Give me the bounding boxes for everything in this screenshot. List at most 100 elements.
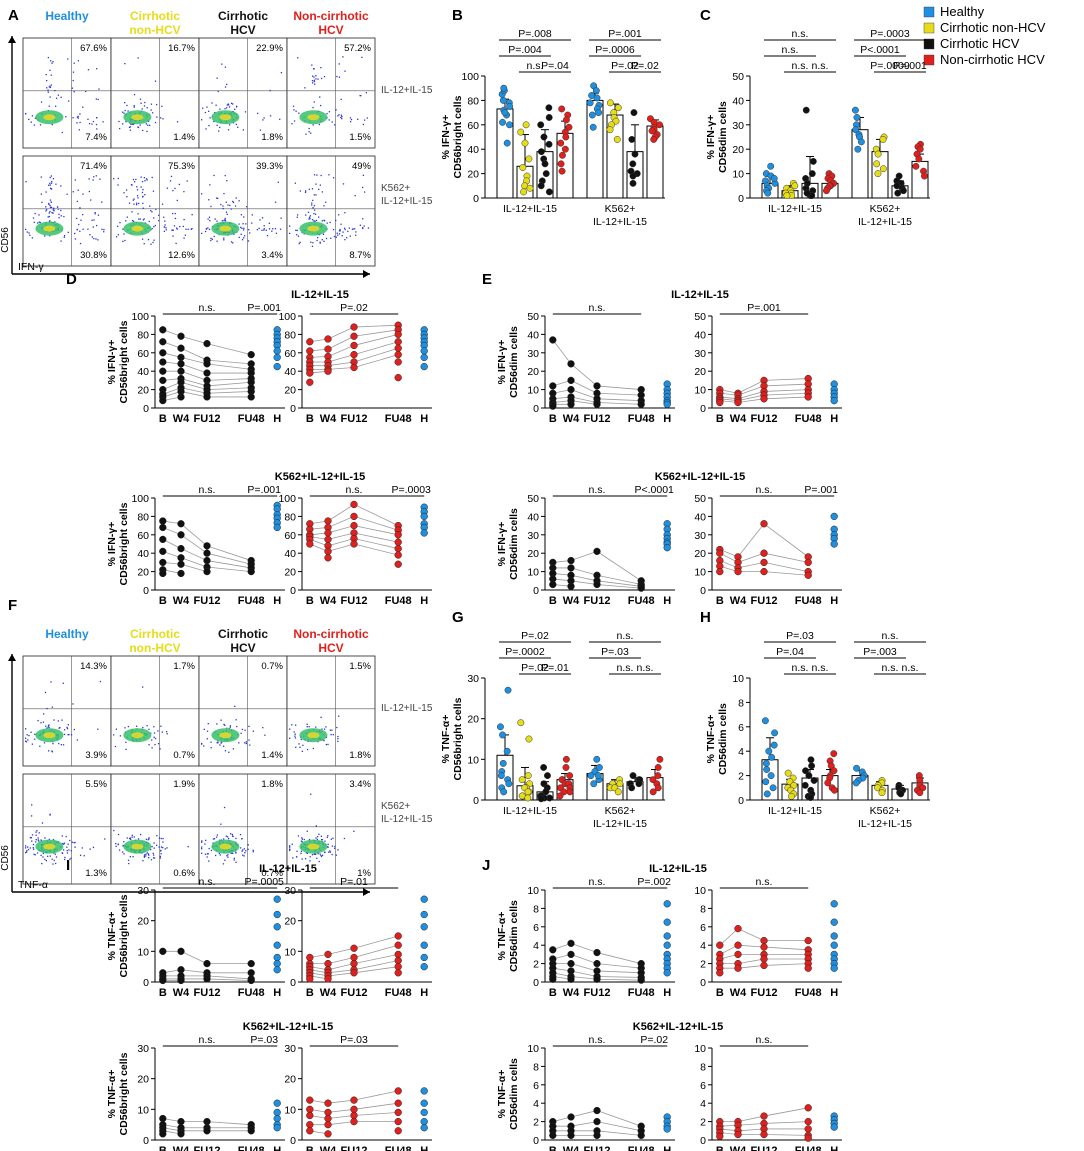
patient-line (180, 950, 208, 964)
event-dot (152, 241, 154, 244)
event-dot (48, 838, 50, 841)
event-dot (232, 748, 235, 750)
event-dot (123, 853, 125, 855)
y-tick-label: 0 (473, 193, 479, 205)
event-dot (338, 63, 340, 65)
event-dot (325, 201, 327, 203)
event-dot (190, 228, 192, 230)
event-dot (305, 852, 308, 854)
event-dot (66, 726, 68, 729)
y-axis-title: CD56dim cells (717, 703, 729, 775)
data-point (557, 139, 565, 147)
healthy-point (420, 895, 428, 903)
event-dot (223, 838, 225, 840)
patient-line (763, 946, 809, 951)
plot-frame (110, 773, 200, 885)
event-dot (150, 109, 152, 111)
row-title: IL-12+IL-15 (291, 289, 349, 301)
data-point (177, 353, 185, 362)
event-dot (212, 842, 214, 844)
event-dot (323, 739, 325, 742)
data-point (203, 556, 211, 565)
event-dot (233, 859, 235, 861)
event-dot (271, 230, 273, 232)
group-header: Cirrhotic (218, 9, 268, 23)
event-dot (62, 744, 65, 746)
patient-line (596, 963, 642, 969)
data-point (830, 750, 838, 758)
x-tick-label: H (273, 1145, 281, 1151)
event-dot (323, 220, 326, 222)
data-point (762, 778, 770, 786)
event-dot (159, 855, 162, 858)
event-dot (114, 745, 117, 748)
healthy-point (830, 1123, 838, 1131)
event-dot (151, 739, 153, 741)
event-dot (50, 60, 52, 62)
patient-line (180, 387, 208, 394)
event-dot (304, 191, 307, 193)
event-dot (232, 200, 234, 203)
group-header: HCV (318, 641, 343, 655)
event-dot (338, 230, 341, 232)
event-dot (351, 228, 354, 230)
event-dot (331, 729, 333, 731)
x-tick-label: H (420, 413, 428, 425)
row-label: IL-12+IL-15 (381, 85, 433, 96)
event-dot (206, 738, 208, 740)
event-dot (158, 837, 161, 839)
data-point (804, 393, 812, 401)
data-point (306, 1127, 314, 1135)
data-point (802, 767, 809, 775)
y-tick-label: 100 (278, 311, 296, 323)
data-point (567, 1131, 575, 1140)
patient-line (353, 954, 399, 964)
event-dot (155, 844, 158, 847)
data-point (324, 335, 332, 343)
event-dot (89, 234, 91, 236)
event-dot (49, 96, 51, 98)
event-dot (337, 115, 339, 117)
event-dot (142, 726, 144, 729)
event-dot (222, 863, 225, 865)
data-point (203, 975, 211, 983)
event-dot (126, 104, 128, 107)
event-dot (82, 228, 84, 230)
data-point (545, 188, 553, 196)
event-dot (263, 117, 265, 119)
y-tick-label: 20 (694, 548, 706, 560)
y-tick-label: 20 (467, 169, 479, 181)
data-point (656, 755, 664, 763)
event-dot (43, 742, 46, 744)
data-point (593, 1117, 601, 1126)
event-dot (58, 217, 60, 219)
y-tick-label: 2 (738, 771, 744, 783)
event-dot (315, 853, 317, 855)
event-dot (146, 725, 148, 727)
event-dot (82, 106, 84, 108)
event-dot (248, 229, 250, 231)
event-dot (308, 188, 310, 190)
event-dot (265, 229, 267, 231)
event-dot (28, 734, 30, 737)
significance-label: n.s. (199, 484, 216, 496)
event-dot (144, 180, 146, 182)
event-dot (238, 200, 240, 202)
data-point (506, 121, 513, 129)
legend-swatch (923, 6, 935, 18)
event-dot (67, 724, 69, 726)
event-dot (325, 726, 327, 728)
event-dot (241, 239, 244, 241)
event-dot (68, 733, 70, 736)
healthy-point (663, 400, 671, 408)
y-axis-title: CD56dim cells (508, 508, 520, 580)
event-dot (142, 219, 144, 221)
event-dot (207, 110, 210, 112)
event-dot (304, 190, 307, 192)
density-peak (131, 843, 144, 850)
data-point (203, 339, 211, 348)
event-dot (346, 237, 348, 239)
event-dot (133, 198, 135, 200)
y-tick-label: 10 (732, 169, 744, 181)
event-dot (293, 120, 296, 122)
